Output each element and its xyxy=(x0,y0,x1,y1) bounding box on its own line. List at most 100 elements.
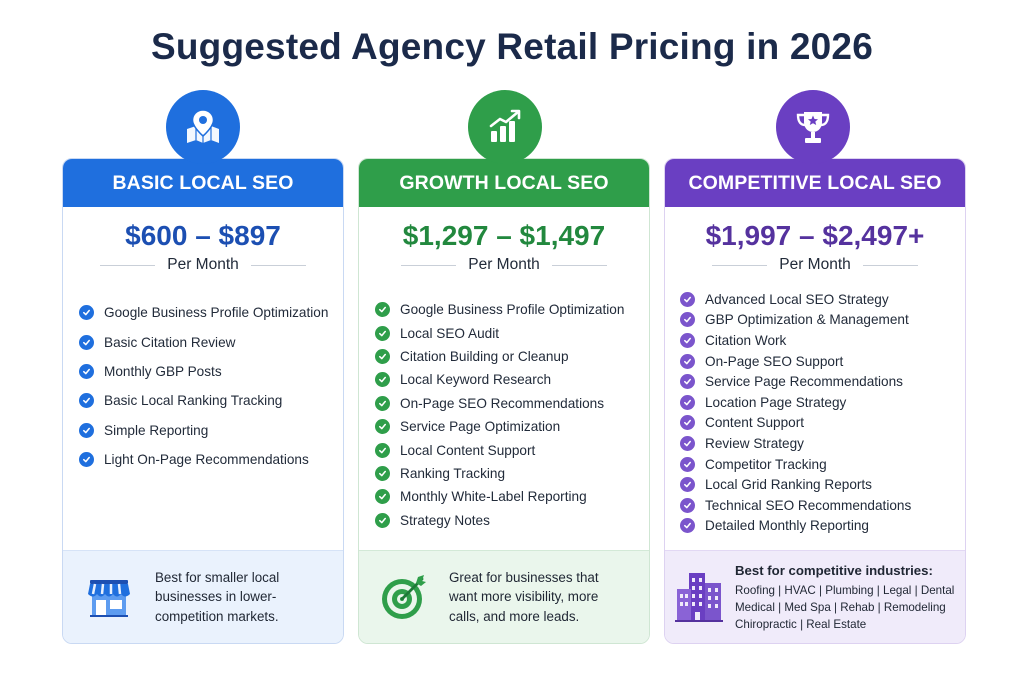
feature-item: Google Business Profile Optimization xyxy=(375,298,649,321)
footer-line: Great for businesses that xyxy=(449,569,599,585)
feature-item: Basic Citation Review xyxy=(79,327,343,356)
feature-item: Detailed Monthly Reporting xyxy=(680,516,965,537)
feature-item: Local Content Support xyxy=(375,438,649,461)
feature-item: Service Page Recommendations xyxy=(680,371,965,392)
footer-line: Chiropractic | Real Estate xyxy=(735,618,867,631)
feature-label: Advanced Local SEO Strategy xyxy=(705,291,889,307)
feature-item: Citation Building or Cleanup xyxy=(375,345,649,368)
feature-item: Monthly White-Label Reporting xyxy=(375,485,649,508)
feature-list: Advanced Local SEO Strategy GBP Optimiza… xyxy=(665,289,965,536)
feature-label: Basic Local Ranking Tracking xyxy=(104,393,283,409)
check-icon xyxy=(680,374,695,390)
feature-item: Google Business Profile Optimization xyxy=(79,298,343,327)
feature-label: Local Content Support xyxy=(400,442,536,458)
plan-price: $1,997 – $2,497+ xyxy=(705,220,925,251)
plan-name: GROWTH LOCAL SEO xyxy=(359,159,649,207)
feature-label: On-Page SEO Support xyxy=(705,353,844,369)
feature-label: Light On-Page Recommendations xyxy=(104,452,309,468)
footer-description: Great for businesses that want more visi… xyxy=(449,568,599,627)
feature-item: Simple Reporting xyxy=(79,416,343,445)
feature-item: Light On-Page Recommendations xyxy=(79,445,343,474)
growth-chart-icon xyxy=(468,90,542,164)
footer-line: Roofing | HVAC | Plumbing | Legal | Dent… xyxy=(735,584,955,597)
feature-item: Advanced Local SEO Strategy xyxy=(680,289,965,310)
check-icon xyxy=(680,435,695,451)
check-icon xyxy=(375,489,390,505)
feature-label: Local Keyword Research xyxy=(400,372,552,388)
feature-label: Monthly GBP Posts xyxy=(104,363,222,379)
period-label: Per Month xyxy=(167,256,239,273)
plan-footer: Best for competitive industries: Roofing… xyxy=(665,550,965,643)
feature-label: Ranking Tracking xyxy=(400,465,506,481)
price-period: Per Month xyxy=(665,256,965,274)
check-icon xyxy=(680,477,695,493)
footer-heading: Best for competitive industries: xyxy=(735,563,933,578)
feature-item: Review Strategy xyxy=(680,433,965,454)
feature-label: Service Page Optimization xyxy=(400,419,561,435)
map-pin-icon xyxy=(166,90,240,164)
divider xyxy=(551,264,607,266)
footer-line: want more visibility, more xyxy=(449,589,599,605)
feature-item: Local Keyword Research xyxy=(375,368,649,391)
storefront-icon xyxy=(63,572,155,622)
footer-line: businesses in lower- xyxy=(155,589,277,605)
growth-plan-card: GROWTH LOCAL SEO $1,297 – $1,497 Per Mon… xyxy=(358,158,650,644)
feature-label: Citation Work xyxy=(705,332,787,348)
divider xyxy=(250,264,306,266)
feature-list: Google Business Profile Optimization Loc… xyxy=(359,298,649,532)
price-period: Per Month xyxy=(63,256,343,274)
period-label: Per Month xyxy=(468,256,540,273)
check-icon xyxy=(680,394,695,410)
feature-label: Simple Reporting xyxy=(104,422,209,438)
feature-item: Basic Local Ranking Tracking xyxy=(79,386,343,415)
feature-label: GBP Optimization & Management xyxy=(705,312,909,328)
check-icon xyxy=(680,332,695,348)
feature-label: Monthly White-Label Reporting xyxy=(400,489,587,505)
feature-label: Content Support xyxy=(705,415,804,431)
feature-label: Local SEO Audit xyxy=(400,325,499,341)
plan-footer: Best for smaller local businesses in low… xyxy=(63,550,343,643)
check-icon xyxy=(680,291,695,307)
feature-item: On-Page SEO Support xyxy=(680,351,965,372)
basic-plan-card: BASIC LOCAL SEO $600 – $897 Per Month Go… xyxy=(62,158,344,644)
check-icon xyxy=(375,395,390,411)
check-icon xyxy=(680,415,695,431)
divider xyxy=(401,264,457,266)
check-icon xyxy=(79,452,94,468)
feature-item: Content Support xyxy=(680,413,965,434)
city-buildings-icon xyxy=(665,569,735,625)
feature-label: Local Grid Ranking Reports xyxy=(705,477,872,493)
target-icon xyxy=(359,571,449,623)
check-icon xyxy=(79,393,94,409)
competitive-plan-card: COMPETITIVE LOCAL SEO $1,997 – $2,497+ P… xyxy=(664,158,966,644)
feature-label: Citation Building or Cleanup xyxy=(400,348,569,364)
feature-list: Google Business Profile Optimization Bas… xyxy=(63,298,343,474)
feature-label: Basic Citation Review xyxy=(104,334,236,350)
footer-line: Best for smaller local xyxy=(155,569,280,585)
feature-label: Technical SEO Recommendations xyxy=(705,497,912,513)
feature-item: Monthly GBP Posts xyxy=(79,357,343,386)
feature-label: Detailed Monthly Reporting xyxy=(705,518,869,534)
feature-label: Location Page Strategy xyxy=(705,394,847,410)
check-icon xyxy=(79,422,94,438)
check-icon xyxy=(79,363,94,379)
feature-item: On-Page SEO Recommendations xyxy=(375,392,649,415)
check-icon xyxy=(79,305,94,321)
footer-line: calls, and more leads. xyxy=(449,608,580,624)
check-icon xyxy=(680,312,695,328)
divider xyxy=(712,264,768,266)
check-icon xyxy=(375,512,390,528)
plan-name: BASIC LOCAL SEO xyxy=(63,159,343,207)
footer-description: Best for competitive industries: Roofing… xyxy=(735,561,954,633)
feature-item: Local SEO Audit xyxy=(375,321,649,344)
footer-line: competition markets. xyxy=(155,608,279,624)
feature-label: Service Page Recommendations xyxy=(705,374,903,390)
check-icon xyxy=(375,348,390,364)
feature-label: Competitor Tracking xyxy=(705,456,827,472)
trophy-icon xyxy=(776,90,850,164)
check-icon xyxy=(375,465,390,481)
feature-item: Technical SEO Recommendations xyxy=(680,495,965,516)
footer-line: Medical | Med Spa | Rehab | Remodeling xyxy=(735,601,946,614)
feature-label: Strategy Notes xyxy=(400,512,490,528)
feature-label: Google Business Profile Optimization xyxy=(400,302,625,318)
